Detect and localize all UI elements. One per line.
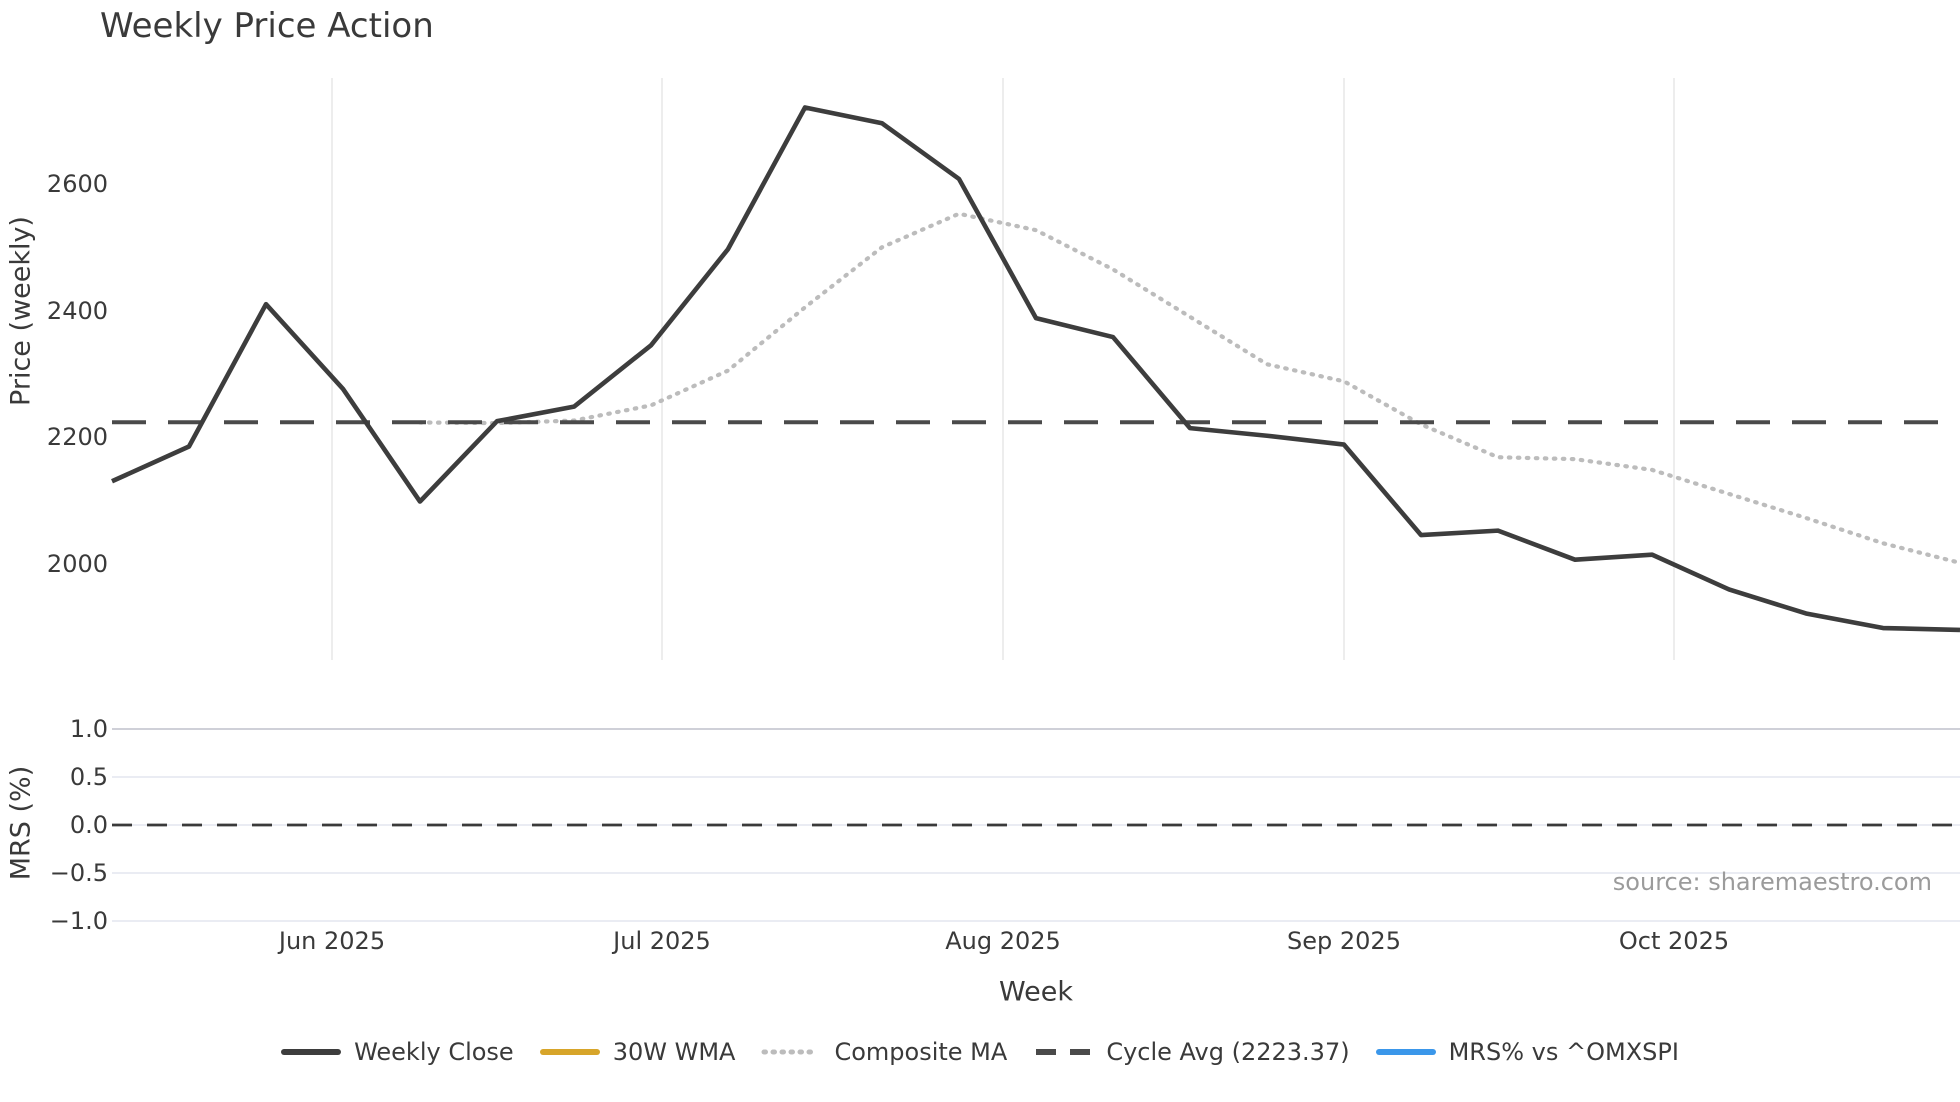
mrs-ytick-label: 1.0 (69, 715, 108, 743)
price-ytick-label: 2400 (46, 296, 108, 325)
legend-label: Weekly Close (354, 1038, 514, 1066)
dotted-line-swatch-icon (761, 1049, 821, 1055)
legend-label: MRS% vs ^OMXSPI (1448, 1038, 1679, 1066)
month-xtick-label: Jul 2025 (613, 927, 711, 955)
mrs-axis-title: MRS (%) (5, 765, 37, 881)
price-ytick-label: 2600 (46, 170, 108, 198)
price-ytick-label: 2000 (46, 549, 108, 578)
dashed-line-swatch-icon (1036, 1049, 1091, 1055)
week-axis-title: Week (999, 976, 1073, 1008)
legend-label: Cycle Avg (2223.37) (1106, 1038, 1350, 1066)
legend-item: Composite MA (761, 1038, 1007, 1066)
legend-label: 30W WMA (612, 1038, 736, 1066)
price-axis-title: Price (weekly) (5, 216, 37, 406)
month-xtick-label: Jun 2025 (278, 927, 386, 955)
legend-item: 30W WMA (539, 1038, 736, 1066)
month-xtick-label: Sep 2025 (1287, 927, 1401, 955)
price-ytick-label: 2200 (46, 423, 108, 451)
solid-line-swatch-icon (281, 1049, 342, 1055)
legend-label: Composite MA (834, 1038, 1008, 1066)
chart-legend: Weekly Close 30W WMA Composite MA Cycle Avg… (0, 1034, 1960, 1070)
mrs-ytick-label: −1.0 (49, 907, 108, 935)
legend-item: MRS% vs ^OMXSPI (1375, 1038, 1679, 1066)
mrs-ytick-label: −0.5 (49, 859, 108, 887)
month-xtick-label: Aug 2025 (945, 927, 1061, 955)
month-xtick-label: Oct 2025 (1618, 927, 1730, 955)
page-title: Weekly Price Action (100, 6, 434, 46)
weekly-close-line (111, 105, 1960, 633)
source-attribution: source: sharemaestro.com (1612, 868, 1932, 896)
solid-line-swatch-icon (1375, 1049, 1436, 1055)
legend-item: Weekly Close (281, 1038, 514, 1066)
solid-line-swatch-icon (539, 1049, 600, 1055)
legend-item: Cycle Avg (2223.37) (1033, 1038, 1350, 1066)
mrs-ytick-label: 0.5 (69, 763, 108, 791)
mrs-ytick-label: 0.0 (69, 811, 108, 839)
composite-ma-line (417, 211, 1960, 565)
